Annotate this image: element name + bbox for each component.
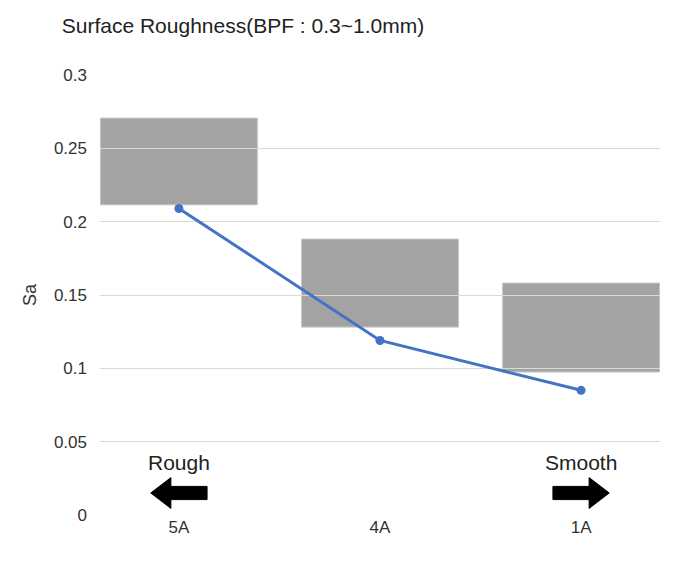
svg-text:4A: 4A xyxy=(370,518,391,537)
svg-text:0.25: 0.25 xyxy=(54,139,87,158)
svg-text:Sa: Sa xyxy=(20,283,40,306)
svg-text:0.15: 0.15 xyxy=(54,286,87,305)
svg-text:5A: 5A xyxy=(169,518,190,537)
svg-text:Smooth: Smooth xyxy=(545,451,617,474)
svg-text:Rough: Rough xyxy=(148,451,210,474)
svg-text:0.3: 0.3 xyxy=(63,66,87,85)
svg-text:Surface Roughness(BPF : 0.3~1.: Surface Roughness(BPF : 0.3~1.0mm) xyxy=(62,14,424,37)
svg-text:0.2: 0.2 xyxy=(63,213,87,232)
svg-text:0.05: 0.05 xyxy=(54,433,87,452)
svg-text:1A: 1A xyxy=(571,518,592,537)
svg-text:0.1: 0.1 xyxy=(63,359,87,378)
svg-text:0: 0 xyxy=(78,506,87,525)
